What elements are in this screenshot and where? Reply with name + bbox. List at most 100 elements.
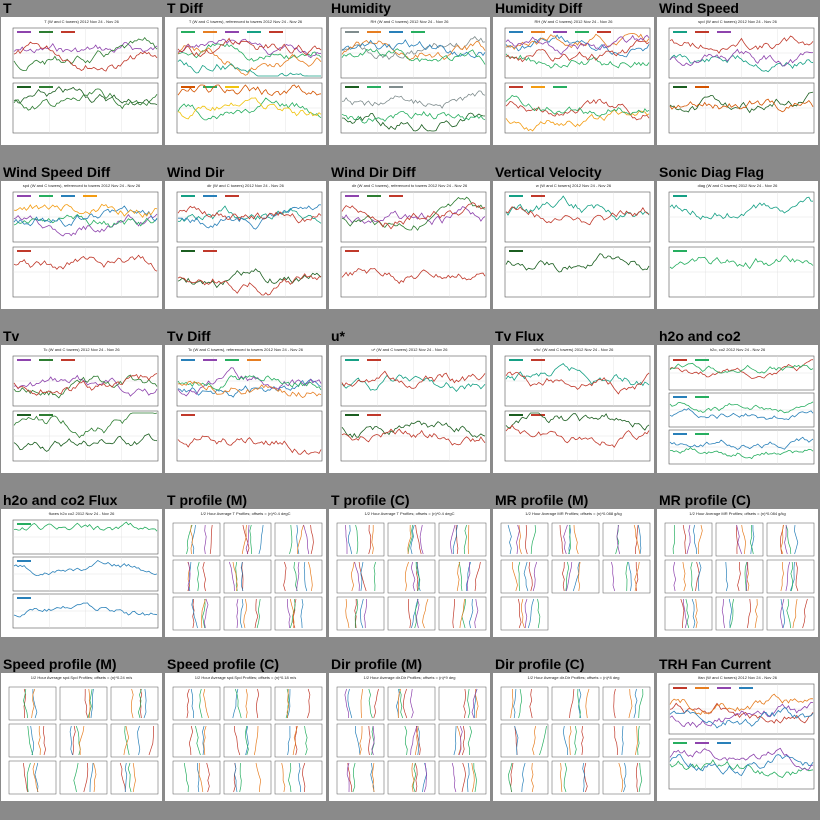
legend-swatch — [673, 250, 687, 252]
profile-line-21-22-1 — [298, 762, 302, 793]
plot-image[interactable]: Ifan (W and C towers) 2012 Nov 24 - Nov … — [657, 673, 818, 801]
profile-line-20-01-1 — [90, 688, 94, 719]
legend-swatch — [225, 195, 239, 197]
plot-svg: 1/2 Hour Average MR Profiles; offsets = … — [664, 511, 815, 631]
plot-thumbnail-humidity-diff[interactable]: Humidity Diff RH (W and C towers) 2012 No… — [492, 0, 656, 164]
plot-image[interactable]: dir (W and C towers) 2012 Nov 24 - Nov 2… — [165, 181, 326, 309]
plot-thumbnail-wind-speed[interactable]: Wind Speed spd (W and C towers) 2012 Nov … — [656, 0, 820, 164]
plot-thumbnail-vertical-velocity[interactable]: Vertical Velocity w (W and C towers) 2012… — [492, 164, 656, 328]
plot-image[interactable]: spd (W and C towers) 2012 Nov 24 - Nov 2… — [657, 17, 818, 145]
profile-line-22-10-0 — [368, 725, 371, 756]
plot-header: Ifan (W and C towers) 2012 Nov 24 - Nov … — [698, 675, 778, 680]
legend-swatch — [509, 414, 523, 416]
plot-image[interactable]: 1/2 Hour Average MR Profiles; offsets = … — [657, 509, 818, 637]
plot-thumbnail-speed-profile-m[interactable]: Speed profile (M) 1/2 Hour Average spd.Sp… — [0, 656, 164, 820]
profile-line-19-10-1 — [697, 561, 702, 592]
plot-thumbnail-sonic-diag-flag[interactable]: Sonic Diag Flag diag (W and C towers) 201… — [656, 164, 820, 328]
series-line-9b-0 — [669, 255, 814, 270]
plot-thumbnail-trh-fan-current[interactable]: TRH Fan Current Ifan (W and C towers) 201… — [656, 656, 820, 820]
series-line-7a-1 — [341, 196, 486, 231]
plot-image[interactable]: 1/2 Hour Average spd.Spd Profiles; offse… — [165, 673, 326, 801]
plot-thumbnail-t[interactable]: T T (W and C towers) 2012 Nov 24 - Nov 26 — [0, 0, 164, 164]
profile-line-23-02-2 — [638, 688, 644, 719]
plot-image[interactable]: h2o, co2 2012 Nov 24 - Nov 26 — [657, 345, 818, 473]
plot-image[interactable]: u* (W and C towers) 2012 Nov 24 - Nov 26 — [329, 345, 490, 473]
plot-image[interactable]: RH (W and C towers) 2012 Nov 24 - Nov 26 — [493, 17, 654, 145]
profile-line-21-22-3 — [281, 762, 286, 793]
legend-swatch — [225, 31, 239, 33]
plot-thumbnail-h2o-and-co2[interactable]: h2o and co2 h2o, co2 2012 Nov 24 - Nov 26 — [656, 328, 820, 492]
plot-thumbnail-mr-profile-m[interactable]: MR profile (M) 1/2 Hour Average MR Profil… — [492, 492, 656, 656]
legend-swatch — [17, 523, 31, 525]
plot-image[interactable]: T (W and C towers) 2012 Nov 24 - Nov 26 — [1, 17, 162, 145]
plot-thumbnail-wind-dir[interactable]: Wind Dir dir (W and C towers) 2012 Nov 24… — [164, 164, 328, 328]
legend-swatch — [17, 359, 31, 361]
series-line-6a-0 — [177, 205, 322, 224]
plot-image[interactable]: fluxes h2o co2 2012 Nov 24 - Nov 26 — [1, 509, 162, 637]
plot-image[interactable]: 1/2 Hour Average T Profiles; offsets = (… — [329, 509, 490, 637]
plot-header: dir (W and C towers), referenced to towe… — [352, 183, 468, 188]
plot-thumbnail-dir-profile-c[interactable]: Dir profile (C) 1/2 Hour Average dir.Dir … — [492, 656, 656, 820]
profile-line-21-01-3 — [245, 688, 248, 719]
plot-image[interactable]: w (W and C towers) 2012 Nov 24 - Nov 26 — [493, 181, 654, 309]
plot-image[interactable]: RH (W and C towers) 2012 Nov 24 - Nov 26 — [329, 17, 490, 145]
profile-line-19-22-4 — [780, 598, 785, 629]
plot-image[interactable]: spd (W and C towers), referenced to towe… — [1, 181, 162, 309]
profile-subplot — [172, 723, 221, 758]
profile-line-16-20-2 — [202, 598, 206, 629]
plot-header: 1/2 Hour Average spd.Spd Profiles; offse… — [195, 675, 297, 680]
plot-thumbnail-dir-profile-m[interactable]: Dir profile (M) 1/2 Hour Average dir.Dir … — [328, 656, 492, 820]
plot-thumbnail-speed-profile-c[interactable]: Speed profile (C) 1/2 Hour Average spd.Sp… — [164, 656, 328, 820]
profile-subplot — [59, 760, 108, 795]
plot-image[interactable]: 1/2 Hour Average MR Profiles; offsets = … — [493, 509, 654, 637]
profile-line-18-01-0 — [559, 524, 564, 555]
legend-swatch — [739, 687, 753, 689]
plot-image[interactable]: 1/2 Hour Average dir.Dir Profiles; offse… — [493, 673, 654, 801]
series-line-0a-0 — [13, 42, 158, 54]
profile-subplot — [551, 559, 600, 594]
plot-image[interactable]: Tc (W and C towers) 2012 Nov 24 - Nov 26 — [1, 345, 162, 473]
plot-svg: 1/2 Hour Average T Profiles; offsets = (… — [336, 511, 487, 631]
series-line-12b-1 — [341, 428, 486, 446]
plot-thumbnail-wind-dir-diff[interactable]: Wind Dir Diff dir (W and C towers), refer… — [328, 164, 492, 328]
plot-image[interactable]: 1/2 Hour Average spd.Spd Profiles; offse… — [1, 673, 162, 801]
plot-thumbnail-h2o-and-co2-flux[interactable]: h2o and co2 Flux fluxes h2o co2 2012 Nov … — [0, 492, 164, 656]
plot-thumbnail-tv-flux[interactable]: Tv Flux w'tc' (W and C towers) 2012 Nov 2… — [492, 328, 656, 492]
plot-thumbnail-mr-profile-c[interactable]: MR profile (C) 1/2 Hour Average MR Profil… — [656, 492, 820, 656]
plot-header: 1/2 Hour Average MR Profiles; offsets = … — [689, 511, 785, 516]
profile-subplot — [172, 522, 221, 557]
plot-image[interactable]: Tc (W and C towers), referenced to tower… — [165, 345, 326, 473]
profile-line-18-20-1 — [527, 598, 535, 629]
plot-header: 1/2 Hour Average dir.Dir Profiles; offse… — [363, 675, 455, 680]
plot-image[interactable]: T (W and C towers), referenced to towers… — [165, 17, 326, 145]
legend-swatch — [39, 31, 53, 33]
profile-line-19-00-0 — [682, 524, 687, 555]
plot-image[interactable]: dir (W and C towers), referenced to towe… — [329, 181, 490, 309]
legend-swatch — [531, 195, 545, 197]
plot-thumbnail-tv[interactable]: Tv Tc (W and C towers) 2012 Nov 24 - Nov … — [0, 328, 164, 492]
plot-thumbnail-t-profile-m[interactable]: T profile (M) 1/2 Hour Average T Profiles… — [164, 492, 328, 656]
plot-header: 1/2 Hour Average MR Profiles; offsets = … — [525, 511, 621, 516]
plot-thumbnail-u[interactable]: u* u* (W and C towers) 2012 Nov 24 - Nov … — [328, 328, 492, 492]
plot-title: Speed profile (C) — [167, 656, 280, 672]
plot-image[interactable]: w'tc' (W and C towers) 2012 Nov 24 - Nov… — [493, 345, 654, 473]
plot-thumbnail-t-profile-c[interactable]: T profile (C) 1/2 Hour Average T Profiles… — [328, 492, 492, 656]
profile-line-17-10-3 — [350, 561, 355, 592]
series-line-4b-0 — [669, 91, 814, 114]
profile-line-18-20-3 — [521, 598, 525, 629]
profile-subplot — [602, 760, 651, 795]
profile-subplot — [500, 522, 549, 557]
plot-image[interactable]: 1/2 Hour Average T Profiles; offsets = (… — [165, 509, 326, 637]
profile-line-17-10-4 — [354, 561, 360, 592]
plot-thumbnail-tv-diff[interactable]: Tv Diff Tc (W and C towers), referenced t… — [164, 328, 328, 492]
profile-line-19-21-0 — [747, 598, 751, 629]
profile-line-22-02-4 — [471, 688, 478, 719]
plot-thumbnail-humidity[interactable]: Humidity RH (W and C towers) 2012 Nov 24 … — [328, 0, 492, 164]
plot-image[interactable]: diag (W and C towers) 2012 Nov 24 - Nov … — [657, 181, 818, 309]
plot-thumbnail-wind-speed-diff[interactable]: Wind Speed Diff spd (W and C towers), ref… — [0, 164, 164, 328]
profile-subplot — [664, 522, 713, 557]
plot-image[interactable]: 1/2 Hour Average dir.Dir Profiles; offse… — [329, 673, 490, 801]
plot-thumbnail-t-diff[interactable]: T Diff T (W and C towers), referenced to … — [164, 0, 328, 164]
legend-swatch — [345, 250, 359, 252]
legend-swatch — [367, 86, 381, 88]
